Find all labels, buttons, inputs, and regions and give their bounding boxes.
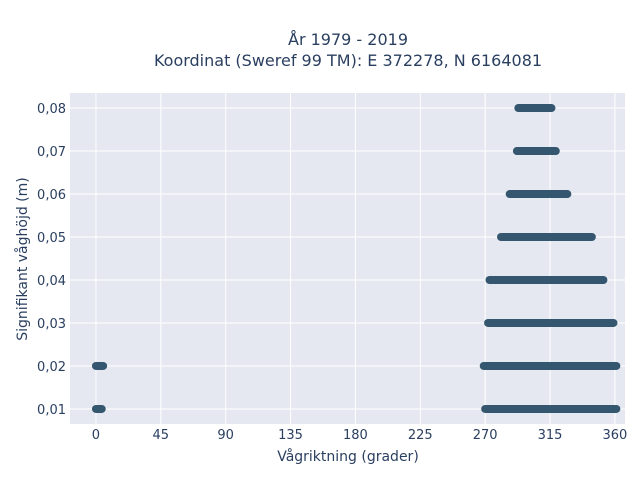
data-points xyxy=(91,104,621,413)
chart-title-line2: Koordinat (Sweref 99 TM): E 372278, N 61… xyxy=(154,51,542,70)
y-tick-label: 0,01 xyxy=(37,403,66,418)
x-tick-label: 270 xyxy=(473,428,498,443)
x-tick-label: 135 xyxy=(278,428,303,443)
x-tick-label: 315 xyxy=(538,428,563,443)
y-tick-label: 0,07 xyxy=(37,145,66,160)
x-tick-label: 90 xyxy=(217,428,234,443)
y-tick-label: 0,04 xyxy=(37,274,66,289)
y-tick-label: 0,05 xyxy=(37,231,66,246)
x-tick-label: 180 xyxy=(343,428,368,443)
x-axis-ticks: 0 45 90 135 180 225 270 315 360 xyxy=(92,428,628,443)
x-tick-label: 45 xyxy=(153,428,170,443)
y-tick-label: 0,03 xyxy=(37,317,66,332)
y-axis-ticks: 0,01 0,02 0,03 0,04 0,05 0,06 0,07 0,08 xyxy=(37,102,66,418)
y-tick-label: 0,06 xyxy=(37,188,66,203)
x-tick-label: 360 xyxy=(602,428,627,443)
chart-title-line1: År 1979 - 2019 xyxy=(288,30,408,49)
y-tick-label: 0,02 xyxy=(37,360,66,375)
y-tick-label: 0,08 xyxy=(37,102,66,117)
x-tick-label: 0 xyxy=(92,428,100,443)
x-tick-label: 225 xyxy=(408,428,433,443)
x-axis-label: Vågriktning (grader) xyxy=(277,448,419,465)
plot-area xyxy=(70,93,625,424)
y-axis-label: Signifikant våghöjd (m) xyxy=(14,177,31,340)
